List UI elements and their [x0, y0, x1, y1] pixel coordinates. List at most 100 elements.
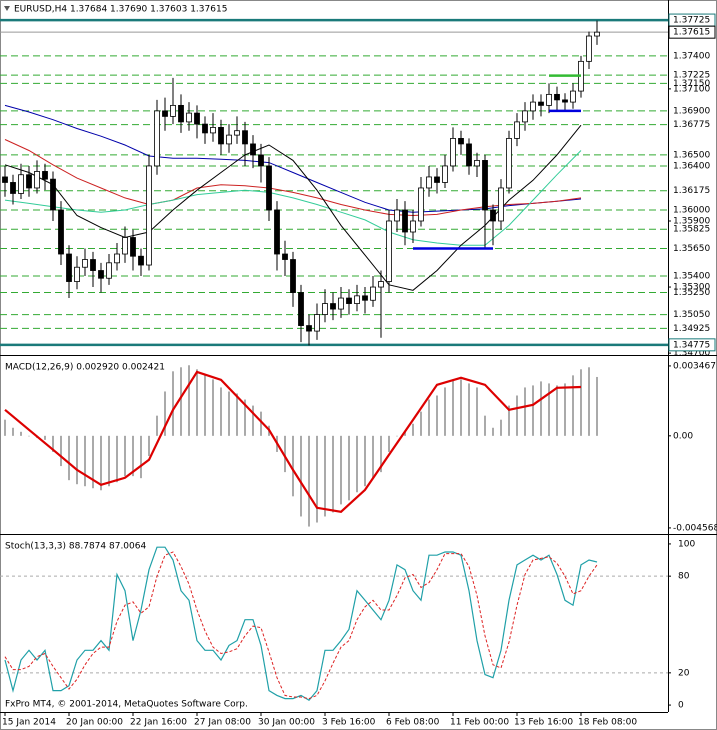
- candle-body: [306, 325, 312, 332]
- macd-bar: [460, 379, 462, 436]
- y-tick-label: 80: [678, 572, 690, 582]
- macd-bar: [332, 435, 334, 513]
- level-label: 1.36400: [673, 161, 710, 171]
- candle-body: [482, 160, 488, 211]
- level-label: 1.36175: [673, 186, 710, 196]
- price-box: [668, 25, 716, 39]
- macd-bar: [228, 391, 230, 436]
- candle-body: [394, 209, 400, 222]
- macd-bar: [540, 381, 542, 436]
- macd-bar: [396, 435, 398, 437]
- candle-body: [266, 165, 272, 211]
- candle-body: [314, 314, 320, 332]
- marked-label: 1.34775: [673, 340, 710, 350]
- candle-body: [106, 262, 112, 279]
- candle-body: [42, 171, 48, 180]
- candle-body: [554, 93, 560, 101]
- macd-bar: [4, 419, 6, 436]
- y-tick-label: -0.004568: [673, 523, 717, 533]
- y-tick-label: 1.37100: [673, 84, 710, 94]
- candle-body: [154, 110, 160, 167]
- y-tick-label: 0: [678, 701, 684, 711]
- x-tick-label: 6 Feb 08:00: [386, 718, 440, 728]
- candle-body: [66, 253, 72, 282]
- candle-body: [138, 255, 144, 266]
- x-tick-label: 20 Jan 00:00: [66, 718, 123, 728]
- y-tick-label: 1.35300: [673, 283, 710, 293]
- macd-bar: [404, 431, 406, 436]
- macd-bar: [284, 435, 286, 473]
- candle-body: [562, 99, 568, 103]
- macd-bar: [556, 385, 558, 436]
- macd-bar: [412, 423, 414, 436]
- macd-signal: [4, 370, 582, 513]
- macd-bar: [564, 383, 566, 436]
- x-tick-label: 11 Feb 00:00: [450, 718, 509, 728]
- candle-body: [210, 127, 216, 134]
- candle-body: [458, 138, 464, 145]
- candle-body: [178, 104, 184, 123]
- x-tick-label: 18 Feb 08:00: [578, 718, 637, 728]
- macd-bar: [60, 435, 62, 467]
- level-label: 1.35650: [673, 244, 710, 254]
- macd-bar: [524, 387, 526, 436]
- macd-bar: [220, 387, 222, 436]
- macd-bar: [148, 435, 150, 456]
- level-label: 1.37225: [673, 71, 710, 81]
- macd-bar: [436, 395, 438, 436]
- macd-bar: [212, 379, 214, 436]
- candle-body: [10, 182, 16, 194]
- candle-body: [362, 295, 368, 301]
- candle-body: [322, 303, 328, 315]
- level-label: 1.36500: [673, 150, 710, 160]
- macd-bar: [484, 415, 486, 436]
- macd-bar: [260, 411, 262, 436]
- candle-body: [378, 281, 384, 288]
- macd-bar: [388, 435, 390, 452]
- candle-body: [402, 209, 408, 233]
- candle-body: [538, 101, 544, 106]
- macd-bar: [428, 399, 430, 436]
- candle-body: [514, 121, 520, 139]
- macd-bar: [380, 435, 382, 473]
- macd-bar: [572, 375, 574, 436]
- candle-body: [498, 187, 504, 222]
- macd-bar: [316, 435, 318, 523]
- candle-body: [2, 176, 8, 183]
- candle-body: [594, 31, 600, 37]
- candle-body: [82, 259, 88, 268]
- macd-bar: [340, 435, 342, 505]
- level-label: 1.35825: [673, 225, 710, 235]
- candle-body: [330, 303, 336, 310]
- macd-bar: [156, 415, 158, 436]
- candle-body: [522, 110, 528, 123]
- candle-body: [450, 138, 456, 167]
- candle-body: [442, 165, 448, 183]
- candle-body: [490, 209, 496, 222]
- level-label: 1.36775: [673, 120, 710, 130]
- x-tick-label: 30 Jan 00:00: [258, 718, 315, 728]
- macd-bar: [580, 369, 582, 436]
- macd-bar: [452, 379, 454, 436]
- level-label: 1.34925: [673, 324, 710, 334]
- candle-body: [26, 174, 32, 189]
- candle-body: [506, 138, 512, 189]
- candle-body: [162, 110, 168, 117]
- candle-body: [18, 174, 24, 194]
- candle-body: [130, 237, 136, 257]
- x-tick-label: 27 Jan 08:00: [194, 718, 251, 728]
- macd-bar: [292, 435, 294, 497]
- macd-bar: [196, 369, 198, 436]
- y-tick-label: 1.34700: [673, 349, 710, 359]
- macd-bar: [596, 376, 598, 436]
- y-tick-label: 20: [678, 668, 690, 678]
- x-tick-label: 22 Jan 16:00: [130, 718, 187, 728]
- x-tick-label: 3 Feb 16:00: [322, 718, 376, 728]
- footer: FxPro MT4, © 2001-2014, MetaQuotes Softw…: [5, 700, 248, 710]
- macd-bar: [300, 435, 302, 517]
- candle-body: [546, 93, 552, 106]
- macd-bar: [508, 405, 510, 436]
- macd-bar: [468, 383, 470, 436]
- macd-bar: [172, 371, 174, 436]
